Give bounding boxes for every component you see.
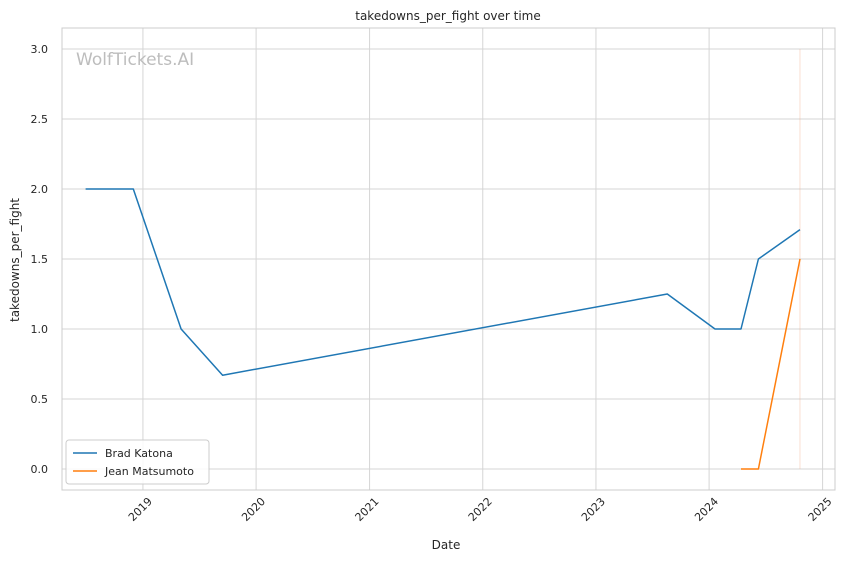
legend: Brad Katona Jean Matsumoto [65,439,210,485]
legend-label-jean-matsumoto: Jean Matsumoto [104,465,194,478]
legend-label-brad-katona: Brad Katona [105,447,173,460]
watermark: WolfTickets.AI [76,50,194,70]
y-tick-label: 2.5 [31,113,49,126]
y-tick-label: 3.0 [31,43,49,56]
y-tick-label: 0.5 [31,393,49,406]
y-axis-label: takedowns_per_fight [8,198,22,322]
gridlines [62,28,835,490]
legend-box [65,439,210,485]
y-tick-label: 1.0 [31,323,49,336]
plot-marks [85,49,801,470]
plot-frame [61,27,836,491]
y-tick-label: 1.5 [31,253,49,266]
chart-title: takedowns_per_fight over time [355,9,541,23]
y-tick-labels: 0.0 0.5 1.0 1.5 2.0 2.5 3.0 [31,43,49,476]
y-tick-label: 2.0 [31,183,49,196]
y-tick-label: 0.0 [31,463,49,476]
series-line-jean-matsumoto [741,258,801,470]
x-axis-label: Date [432,538,461,552]
series-line-brad-katona [85,188,801,376]
